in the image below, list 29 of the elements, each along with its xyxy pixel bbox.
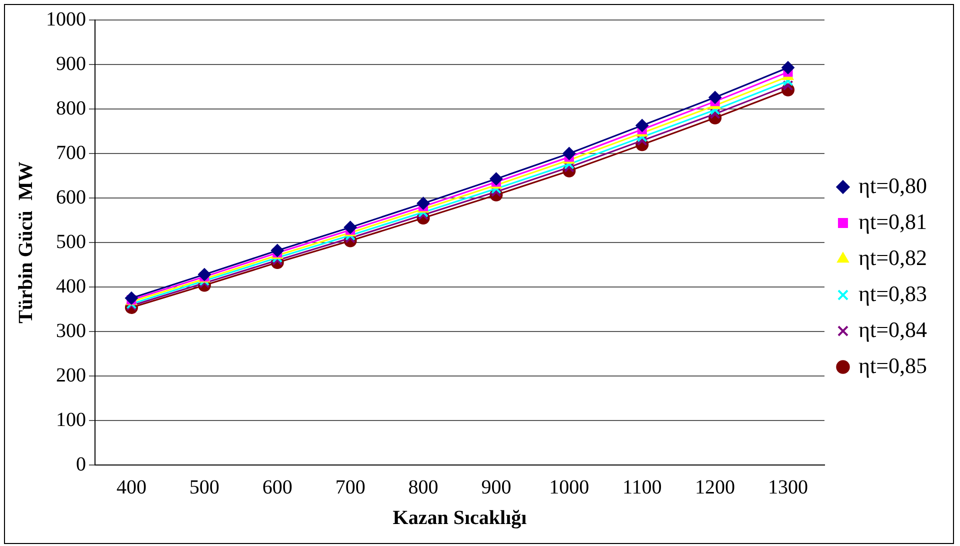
- legend-label: ηt=0,84: [858, 316, 928, 342]
- x-tick-label: 1300: [768, 476, 808, 498]
- x-tick-label: 700: [335, 476, 366, 498]
- legend-label: ηt=0,80: [858, 172, 928, 198]
- y-axis-title: Türbin Gücü MW: [15, 162, 38, 324]
- legend-label: ηt=0,83: [858, 280, 928, 306]
- y-tick-label: 600: [56, 186, 86, 208]
- legend-label: ηt=0,82: [858, 244, 928, 270]
- x-tick-label: 900: [481, 476, 512, 498]
- x-tick-label: 1200: [695, 476, 736, 498]
- y-tick-label: 200: [56, 364, 86, 386]
- x-tick-label: 400: [116, 476, 146, 498]
- y-tick-label: 800: [56, 97, 86, 120]
- y-tick-label: 0: [76, 453, 86, 476]
- y-tick-label: 100: [56, 408, 86, 431]
- x-axis-title: Kazan Sıcaklığı: [392, 507, 528, 530]
- y-tick-label: 700: [56, 142, 86, 164]
- x-tick-label: 600: [262, 476, 292, 498]
- y-tick-label: 400: [56, 275, 86, 298]
- legend-label: ηt=0,81: [858, 208, 928, 234]
- x-tick-label: 1000: [549, 476, 590, 498]
- x-tick-label: 1100: [622, 476, 662, 498]
- legend-label: ηt=0,85: [858, 352, 928, 378]
- y-tick-label: 1000: [46, 8, 86, 30]
- x-tick-label: 500: [189, 476, 220, 498]
- x-tick-label: 800: [408, 476, 438, 498]
- y-tick-label: 500: [56, 230, 86, 253]
- y-tick-label: 900: [56, 52, 86, 75]
- y-tick-label: 300: [56, 320, 86, 342]
